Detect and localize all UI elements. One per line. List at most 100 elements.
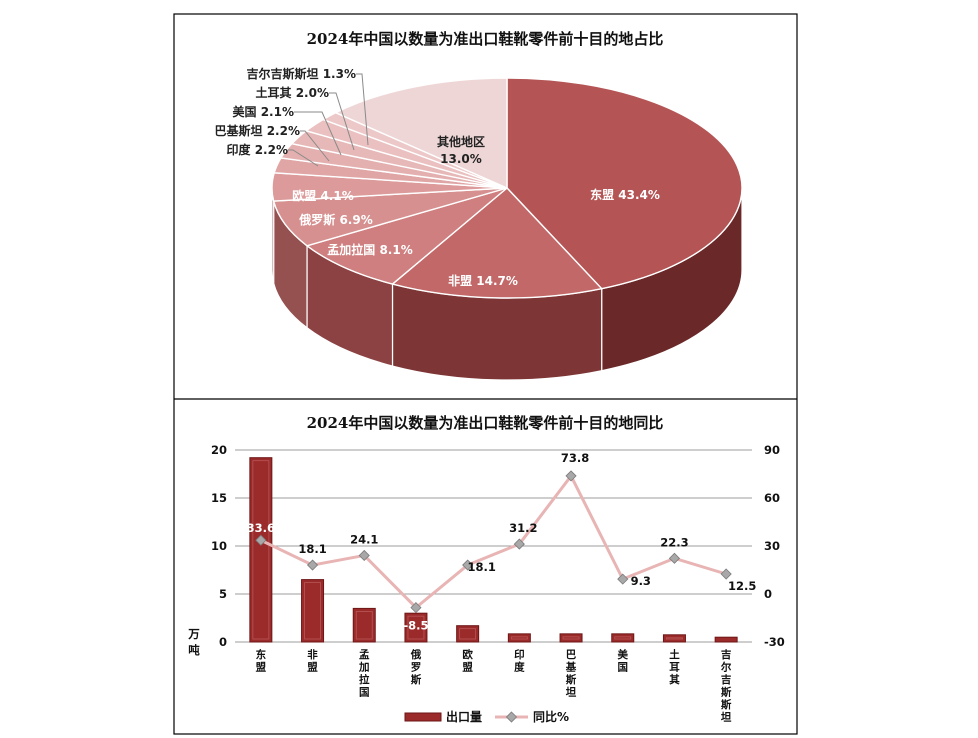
bar-bevel-7: [562, 636, 580, 640]
pie-label-4: 俄罗斯 6.9%: [298, 212, 372, 227]
pie-slice-1: [506, 77, 743, 290]
yoy-marker-7: [565, 470, 577, 482]
yoy-data-label-7: 73.8: [561, 451, 589, 465]
yoy-marker-8: [617, 573, 629, 585]
pie-label-10: 吉尔吉斯斯坦 1.3%: [247, 66, 356, 81]
pie-leader-6: [288, 149, 319, 167]
yoy-marker-9: [668, 552, 681, 564]
bar-4: [404, 612, 428, 643]
pie-slice-2: [391, 187, 604, 299]
y-tick-label: 15: [211, 491, 227, 505]
yoy-data-label-3: 24.1: [350, 532, 378, 546]
yoy-data-label-10: 12.5: [728, 579, 756, 593]
pie-title: 2024年中国以数量为准出口鞋靴零件前十目的地占比: [307, 30, 664, 48]
x-category-label-8: 美国: [618, 648, 629, 674]
x-category-label-4: 俄罗斯: [410, 648, 422, 686]
y-tick-label: 0: [219, 635, 227, 649]
y2-tick-label: 0: [764, 587, 772, 601]
yoy-marker-10: [720, 568, 732, 580]
bar-2: [301, 579, 325, 643]
y-axis-right: -30 0 30 60 90: [764, 443, 785, 649]
bar-10: [714, 636, 738, 643]
yoy-marker-2: [306, 559, 319, 571]
x-axis-categories: 东盟 非盟 孟加拉国 俄罗斯 欧盟 印度 巴基斯坦 美国 土耳其 吉尔吉斯斯坦: [256, 648, 732, 724]
pie-label-9: 土耳其 2.0%: [256, 85, 329, 100]
bar-1: [249, 457, 273, 643]
yoy-data-label-8: 9.3: [631, 574, 651, 588]
y2-tick-label: 90: [764, 443, 780, 457]
bar-bevel-2: [304, 582, 321, 640]
yoy-marker-6: [513, 538, 525, 550]
bar-bevel-5: [459, 628, 477, 640]
x-category-label-10: 吉尔吉斯斯坦: [720, 648, 732, 724]
yoy-line: 33.6 18.1 24.1 -8.5 18.1 31.2 73.8 9.3 22.3 12.5: [247, 451, 757, 633]
bar-bevel-6: [510, 636, 528, 640]
pie-label-3: 孟加拉国 8.1%: [327, 242, 412, 257]
pie-leader-7: [300, 130, 330, 162]
yoy-marker-1: [255, 534, 267, 546]
pie-top: [271, 77, 743, 299]
legend-swatch-marker: [505, 711, 518, 723]
yoy-data-label-2: 18.1: [298, 542, 326, 556]
y-tick-label: 5: [219, 587, 227, 601]
y-tick-label: 20: [211, 443, 227, 457]
pie-labels: 东盟 43.4% 非盟 14.7% 孟加拉国 8.1% 俄罗斯 6.9% 欧盟 4.1%…: [215, 66, 660, 288]
pie-label-11-value: 13.0%: [440, 152, 482, 166]
bar-5: [456, 625, 480, 643]
bar-bevel-1: [252, 460, 270, 640]
legend-label-yoy: 同比%: [533, 709, 569, 724]
yoy-marker-4: [410, 602, 422, 614]
y-axis-label: 万吨: [187, 627, 200, 657]
y2-tick-label: 30: [764, 539, 780, 553]
x-category-label-2: 非盟: [307, 648, 318, 674]
yoy-data-label-1: 33.6: [247, 521, 275, 535]
bar-title: 2024年中国以数量为准出口鞋靴零件前十目的地同比: [307, 414, 664, 432]
pie-label-6: 印度 2.2%: [227, 142, 288, 157]
pie-label-11: 其他地区: [437, 134, 485, 149]
yoy-series-line: [260, 473, 727, 610]
pie-label-7: 巴基斯坦 2.2%: [215, 123, 300, 138]
pie-side: [271, 187, 743, 381]
yoy-data-label-4: -8.5: [403, 619, 428, 633]
bar-8: [611, 633, 635, 643]
yoy-marker-5: [462, 559, 474, 571]
yoy-data-label-5: 18.1: [467, 560, 495, 574]
bar-bevel-3: [355, 611, 373, 640]
x-category-label-5: 欧盟: [462, 648, 473, 674]
pie-slice-3: [305, 187, 508, 285]
pie-label-1: 东盟 43.4%: [590, 187, 660, 202]
pie-leaders: [288, 73, 369, 167]
yoy-marker-3: [358, 549, 370, 562]
bar-bevel-4: [407, 615, 425, 640]
x-category-label-3: 孟加拉国: [358, 649, 370, 699]
pie-label-5: 欧盟 4.1%: [292, 188, 353, 203]
pie-label-2: 非盟 14.7%: [448, 273, 518, 288]
y-axis-label-text: 万吨: [187, 627, 200, 657]
bar-7: [559, 633, 583, 643]
legend: 出口量 同比%: [404, 709, 569, 724]
x-category-label-1: 东盟: [256, 648, 267, 674]
x-category-label-6: 印度: [514, 649, 525, 674]
y2-tick-label: 60: [764, 491, 780, 505]
bar-bevel-8: [614, 636, 632, 640]
pie-leader-9: [329, 92, 355, 151]
legend-label-volume: 出口量: [446, 709, 482, 724]
yoy-data-label-9: 22.3: [660, 535, 688, 549]
pie-label-8: 美国 2.1%: [233, 104, 294, 119]
pie-leader-8: [294, 111, 342, 156]
pie-panel: 2024年中国以数量为准出口鞋靴零件前十目的地占比 东盟 43.4% 非盟 14.…: [215, 30, 743, 381]
bar-6: [507, 633, 531, 643]
x-category-label-7: 巴基斯坦: [565, 649, 577, 699]
pie-leader-10: [356, 73, 369, 146]
bar-bevel-9: [666, 637, 683, 640]
bar-9: [662, 634, 686, 643]
yoy-data-label-6: 31.2: [509, 521, 537, 535]
y2-tick-label: -30: [764, 635, 785, 649]
y-axis-left: 0 5 10 15 20: [211, 443, 227, 649]
legend-swatch-volume: [404, 712, 442, 722]
bars: [249, 457, 738, 643]
pie-slice-11: [334, 77, 508, 190]
x-category-label-9: 土耳其: [669, 648, 680, 686]
